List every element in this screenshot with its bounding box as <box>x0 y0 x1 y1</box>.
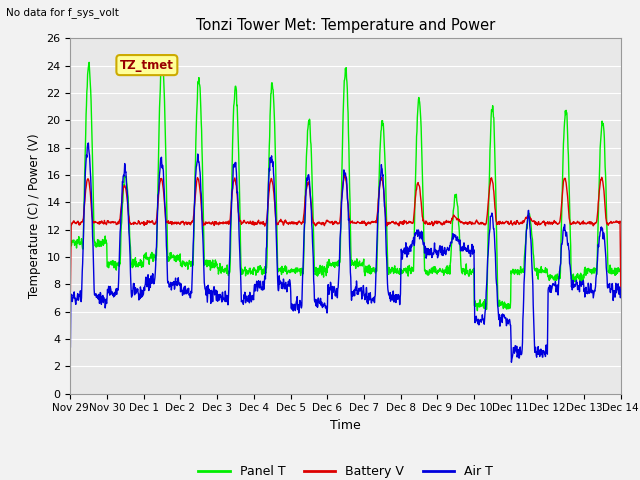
Legend: Panel T, Battery V, Air T: Panel T, Battery V, Air T <box>193 460 498 480</box>
Battery V <box>504 219 511 225</box>
Panel T <box>504 301 511 307</box>
Panel T <box>67 240 74 245</box>
Battery V <box>175 221 183 227</box>
Text: TZ_tmet: TZ_tmet <box>120 59 174 72</box>
Air T <box>84 140 92 146</box>
Battery V <box>67 288 74 294</box>
Battery V <box>340 173 348 179</box>
Text: No data for f_sys_volt: No data for f_sys_volt <box>6 7 119 18</box>
Panel T <box>617 265 625 271</box>
Line: Panel T: Panel T <box>70 57 621 311</box>
Panel T <box>474 308 481 313</box>
Panel T <box>251 266 259 272</box>
Panel T <box>176 258 184 264</box>
Battery V <box>552 219 559 225</box>
Battery V <box>189 218 196 224</box>
Air T <box>508 360 515 365</box>
Line: Air T: Air T <box>70 143 621 362</box>
Line: Battery V: Battery V <box>70 176 621 291</box>
Air T <box>251 282 259 288</box>
Air T <box>176 280 184 286</box>
Title: Tonzi Tower Met: Temperature and Power: Tonzi Tower Met: Temperature and Power <box>196 18 495 33</box>
Air T <box>189 242 197 248</box>
Air T <box>617 287 625 292</box>
Air T <box>431 247 439 252</box>
Panel T <box>189 258 197 264</box>
Battery V <box>250 222 258 228</box>
Air T <box>504 316 511 322</box>
Air T <box>552 289 560 295</box>
Panel T <box>552 273 560 278</box>
Air T <box>67 344 74 350</box>
X-axis label: Time: Time <box>330 419 361 432</box>
Battery V <box>617 287 625 292</box>
Panel T <box>431 269 439 275</box>
Panel T <box>158 54 166 60</box>
Battery V <box>431 218 439 224</box>
Y-axis label: Temperature (C) / Power (V): Temperature (C) / Power (V) <box>28 134 41 298</box>
